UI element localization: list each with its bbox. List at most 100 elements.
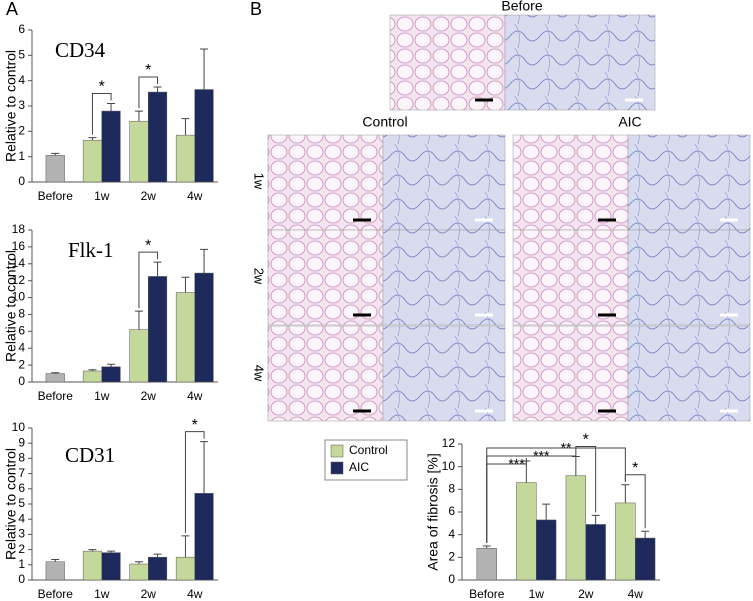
error-bar bbox=[200, 248, 209, 274]
y-axis-label: Area of fibrosis [%] bbox=[425, 453, 441, 571]
error-bar bbox=[153, 261, 162, 277]
y-tick-label: 2 bbox=[448, 550, 455, 564]
x-tick-label: 4w bbox=[628, 587, 644, 601]
histology-title: Before bbox=[501, 0, 542, 14]
x-tick-label: 4w bbox=[187, 189, 203, 203]
row-label: 4w bbox=[252, 365, 267, 382]
y-tick-label: 6 bbox=[18, 324, 25, 338]
y-tick-label: 4 bbox=[448, 527, 455, 541]
significance-label: * bbox=[99, 79, 105, 96]
y-tick-label: 6 bbox=[18, 22, 25, 36]
x-tick-label: 1w bbox=[94, 587, 110, 601]
micrograph bbox=[512, 229, 629, 326]
group-title: Control bbox=[362, 114, 407, 130]
bar bbox=[148, 556, 168, 581]
x-tick-label: Before bbox=[38, 587, 74, 601]
x-tick-label: 2w bbox=[578, 587, 594, 601]
chart-title: CD31 bbox=[65, 443, 115, 467]
bar bbox=[101, 110, 121, 183]
significance-label: *** bbox=[508, 456, 525, 472]
y-tick-label: 14 bbox=[12, 256, 26, 270]
error-bar bbox=[181, 276, 190, 293]
y-tick-label: 18 bbox=[12, 222, 26, 236]
panel-label: B bbox=[250, 0, 262, 19]
bar bbox=[101, 552, 121, 581]
x-tick-label: 4w bbox=[187, 389, 203, 403]
x-tick-label: 2w bbox=[141, 389, 157, 403]
x-tick-label: 1w bbox=[94, 189, 110, 203]
significance-label: * bbox=[192, 417, 198, 434]
error-bar bbox=[181, 535, 190, 558]
x-tick-label: 2w bbox=[141, 587, 157, 601]
bar bbox=[194, 272, 214, 383]
group-title: AIC bbox=[618, 114, 641, 130]
error-bar bbox=[153, 86, 162, 93]
error-bar bbox=[134, 310, 143, 330]
error-bar bbox=[641, 530, 650, 539]
error-bar bbox=[107, 363, 116, 367]
y-tick-label: 10 bbox=[12, 290, 26, 304]
y-tick-label: 16 bbox=[12, 239, 26, 253]
y-tick-label: 1 bbox=[18, 149, 25, 163]
bar bbox=[635, 537, 656, 581]
micrograph bbox=[512, 134, 629, 231]
x-tick-label: 4w bbox=[187, 587, 203, 601]
y-tick-label: 8 bbox=[448, 482, 455, 496]
bar bbox=[82, 139, 103, 183]
y-tick-label: 2 bbox=[18, 124, 25, 138]
y-tick-label: 8 bbox=[18, 307, 25, 321]
significance-line bbox=[486, 447, 626, 543]
error-bar bbox=[134, 561, 143, 565]
y-tick-label: 12 bbox=[12, 273, 26, 287]
error-bar bbox=[482, 545, 491, 549]
bar bbox=[175, 556, 195, 581]
bar bbox=[82, 370, 103, 383]
significance-label: * bbox=[145, 62, 151, 79]
y-tick-label: 3 bbox=[18, 98, 25, 112]
error-bar bbox=[88, 369, 97, 372]
significance-bracket bbox=[184, 431, 205, 533]
bar bbox=[45, 561, 65, 581]
y-tick-label: 4 bbox=[18, 340, 25, 354]
y-tick-label: 1 bbox=[18, 557, 25, 571]
micrograph bbox=[382, 134, 506, 231]
bar bbox=[175, 292, 195, 383]
error-bar bbox=[621, 484, 630, 503]
micrograph bbox=[627, 229, 751, 326]
bar bbox=[129, 329, 149, 383]
error-bar bbox=[107, 550, 116, 553]
bar bbox=[45, 373, 65, 383]
bar bbox=[101, 366, 121, 383]
x-tick-label: Before bbox=[38, 389, 74, 403]
y-tick-label: 9 bbox=[18, 435, 25, 449]
y-tick-label: 0 bbox=[18, 572, 25, 586]
error-bar bbox=[51, 558, 60, 562]
bar bbox=[585, 524, 606, 581]
bar bbox=[194, 493, 214, 581]
error-bar bbox=[107, 102, 116, 112]
y-tick-label: 3 bbox=[18, 527, 25, 541]
error-bar bbox=[51, 152, 60, 156]
y-tick-label: 12 bbox=[442, 436, 456, 450]
row-label: 2w bbox=[252, 268, 267, 285]
bar bbox=[615, 502, 636, 581]
y-tick-label: 0 bbox=[448, 572, 455, 586]
micrograph bbox=[504, 14, 656, 111]
y-tick-label: 2 bbox=[18, 357, 25, 371]
bar bbox=[148, 276, 168, 383]
legend-swatch bbox=[330, 461, 344, 475]
error-bar bbox=[200, 441, 209, 494]
y-axis-label: Relative to control bbox=[3, 448, 19, 560]
error-bar bbox=[200, 48, 209, 90]
error-bar bbox=[88, 549, 97, 552]
micrograph bbox=[627, 134, 751, 231]
y-tick-label: 5 bbox=[18, 48, 25, 62]
micrograph bbox=[267, 229, 384, 326]
significance-label: *** bbox=[533, 448, 550, 464]
significance-bracket bbox=[138, 251, 159, 309]
bar bbox=[565, 475, 587, 581]
y-tick-label: 0 bbox=[18, 374, 25, 388]
bar bbox=[45, 155, 65, 183]
y-tick-label: 5 bbox=[18, 496, 25, 510]
